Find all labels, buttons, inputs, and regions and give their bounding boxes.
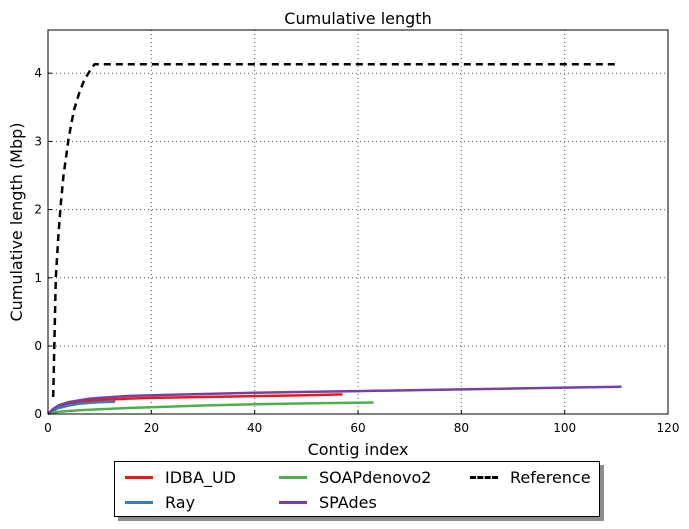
legend-swatch-spades [279, 500, 307, 504]
legend-label: Ray [165, 492, 196, 512]
y-tick-label: 4 [34, 66, 42, 80]
legend-item-spades: SPAdes [279, 491, 377, 513]
legend-swatch-reference [470, 475, 498, 479]
y-tick-label: 2 [34, 203, 42, 217]
legend-item-idba-ud: IDBA_UD [125, 466, 236, 488]
x-tick-label: 100 [553, 421, 576, 435]
x-axis-label: Contig index [308, 440, 409, 459]
x-tick-label: 0 [44, 421, 52, 435]
legend-label: IDBA_UD [165, 467, 236, 487]
series-line-spades [47, 385, 622, 415]
legend-swatch-idba-ud [125, 475, 153, 479]
series-layer [47, 63, 622, 416]
series-line-ray [47, 400, 116, 416]
chart-title: Cumulative length [284, 9, 431, 28]
series-line-soapdenovo2 [47, 401, 374, 416]
legend-swatch-soapdenovo2 [279, 475, 307, 479]
x-tick-label: 120 [657, 421, 680, 435]
y-axis-label: Cumulative length (Mbp) [7, 122, 26, 321]
legend-swatch-ray [125, 500, 153, 504]
x-tick-label: 60 [350, 421, 365, 435]
legend: IDBA_UD Ray SOAPdenovo2 SPAdes Reference [114, 461, 600, 517]
legend-item-soapdenovo2: SOAPdenovo2 [279, 466, 431, 488]
y-tick-label: 3 [34, 134, 42, 148]
series-line-reference [51, 63, 617, 398]
x-tick-label: 80 [454, 421, 469, 435]
legend-label: SPAdes [319, 492, 377, 512]
y-tick-label: 0 [34, 407, 42, 421]
y-tick-label: 1 [34, 271, 42, 285]
legend-item-ray: Ray [125, 491, 195, 513]
legend-label: SOAPdenovo2 [319, 467, 432, 487]
grid [48, 30, 668, 414]
legend-label: Reference [510, 467, 591, 487]
y-tick-label: 0 [34, 339, 42, 353]
legend-item-reference: Reference [470, 466, 591, 488]
x-tick-label: 40 [247, 421, 262, 435]
x-tick-label: 20 [144, 421, 159, 435]
